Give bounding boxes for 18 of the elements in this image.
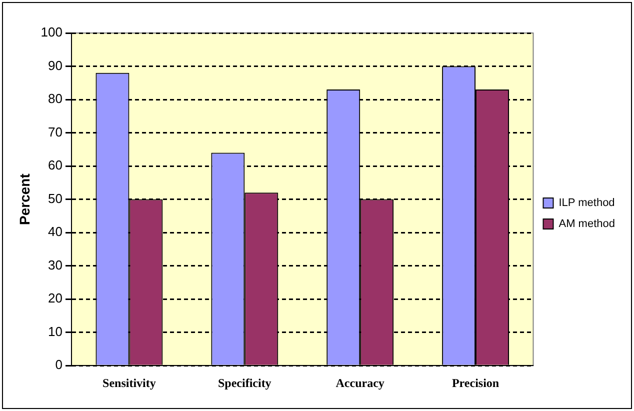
- y-tick-label: 0: [55, 357, 62, 372]
- x-tick-label: Precision: [452, 376, 500, 390]
- x-tick-label: Accuracy: [336, 376, 384, 390]
- y-tick-label: 10: [48, 324, 62, 339]
- y-tick-label: 60: [48, 158, 62, 173]
- y-tick-label: 40: [48, 224, 62, 240]
- legend-label: ILP method: [558, 197, 615, 210]
- legend-label: AM method: [558, 218, 615, 230]
- y-axis-title: Percent: [16, 173, 32, 225]
- y-tick-label: 90: [48, 58, 62, 73]
- x-tick-label: Sensitivity: [102, 376, 156, 390]
- x-tick-label: Specificity: [218, 376, 272, 390]
- y-tick-label: 70: [48, 124, 62, 140]
- y-tick-label: 100: [40, 24, 62, 40]
- y-tick-label: 20: [48, 290, 62, 306]
- y-tick-label: 30: [48, 257, 62, 272]
- y-tick-label: 50: [48, 190, 62, 206]
- y-tick-label: 80: [48, 91, 62, 106]
